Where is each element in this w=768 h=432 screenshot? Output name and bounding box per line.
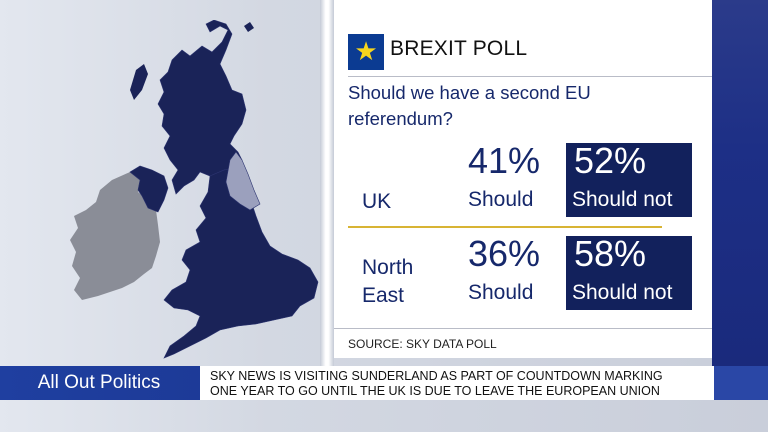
question-line-1: Should we have a second EU	[348, 82, 591, 103]
ireland-shape	[70, 172, 160, 300]
background-right-strip	[712, 0, 768, 370]
northern-ireland-shape	[129, 165, 169, 213]
lower-third-banner: All Out Politics SKY NEWS IS VISITING SU…	[0, 366, 768, 400]
row-label-north-east-line-1: North	[362, 256, 414, 279]
uk-should-not-box: 52% Should not	[566, 140, 692, 217]
north-east-should-label: Should	[468, 281, 534, 304]
row-separator	[348, 226, 662, 228]
star-icon: ★	[354, 37, 378, 67]
england-wales-shape	[163, 167, 319, 359]
source-credit: SOURCE: SKY DATA POLL	[348, 337, 497, 351]
poll-panel: ★ BREXIT POLL Should we have a second EU…	[334, 0, 712, 358]
news-ticker: SKY NEWS IS VISITING SUNDERLAND AS PART …	[200, 366, 714, 400]
uk-should-label: Should	[468, 188, 534, 211]
lower-third-end-block	[714, 366, 768, 400]
title-divider	[348, 76, 712, 77]
eu-flag-icon: ★	[348, 34, 384, 70]
north-east-region	[225, 151, 261, 211]
north-east-should-not-label: Should not	[572, 281, 673, 304]
hebrides-shape	[130, 64, 148, 100]
ticker-line-2: ONE YEAR TO GO UNTIL THE UK IS DUE TO LE…	[210, 383, 660, 398]
row-label-north-east-line-2: East	[362, 284, 405, 307]
poll-question: Should we have a second EU referendum?	[348, 80, 678, 132]
uk-map	[70, 20, 319, 359]
north-east-should-not-percent: 58%	[574, 233, 647, 274]
orkney-shape	[244, 22, 254, 32]
scotland-shape	[157, 20, 247, 195]
north-east-should-percent: 36%	[468, 233, 541, 274]
north-east-should-not-box: 58% Should not	[566, 233, 692, 310]
question-line-2: referendum?	[348, 108, 453, 129]
row-label-north-east: North East	[362, 254, 413, 310]
source-divider	[334, 328, 712, 329]
programme-title: All Out Politics	[37, 372, 161, 393]
poll-title: BREXIT POLL	[390, 37, 528, 60]
uk-should-not-percent: 52%	[574, 140, 647, 181]
panel-divider	[320, 0, 334, 370]
uk-should-percent: 41%	[468, 140, 541, 181]
row-label-uk: UK	[362, 190, 392, 213]
ticker-line-1: SKY NEWS IS VISITING SUNDERLAND AS PART …	[210, 369, 663, 383]
uk-should-not-label: Should not	[572, 188, 673, 211]
